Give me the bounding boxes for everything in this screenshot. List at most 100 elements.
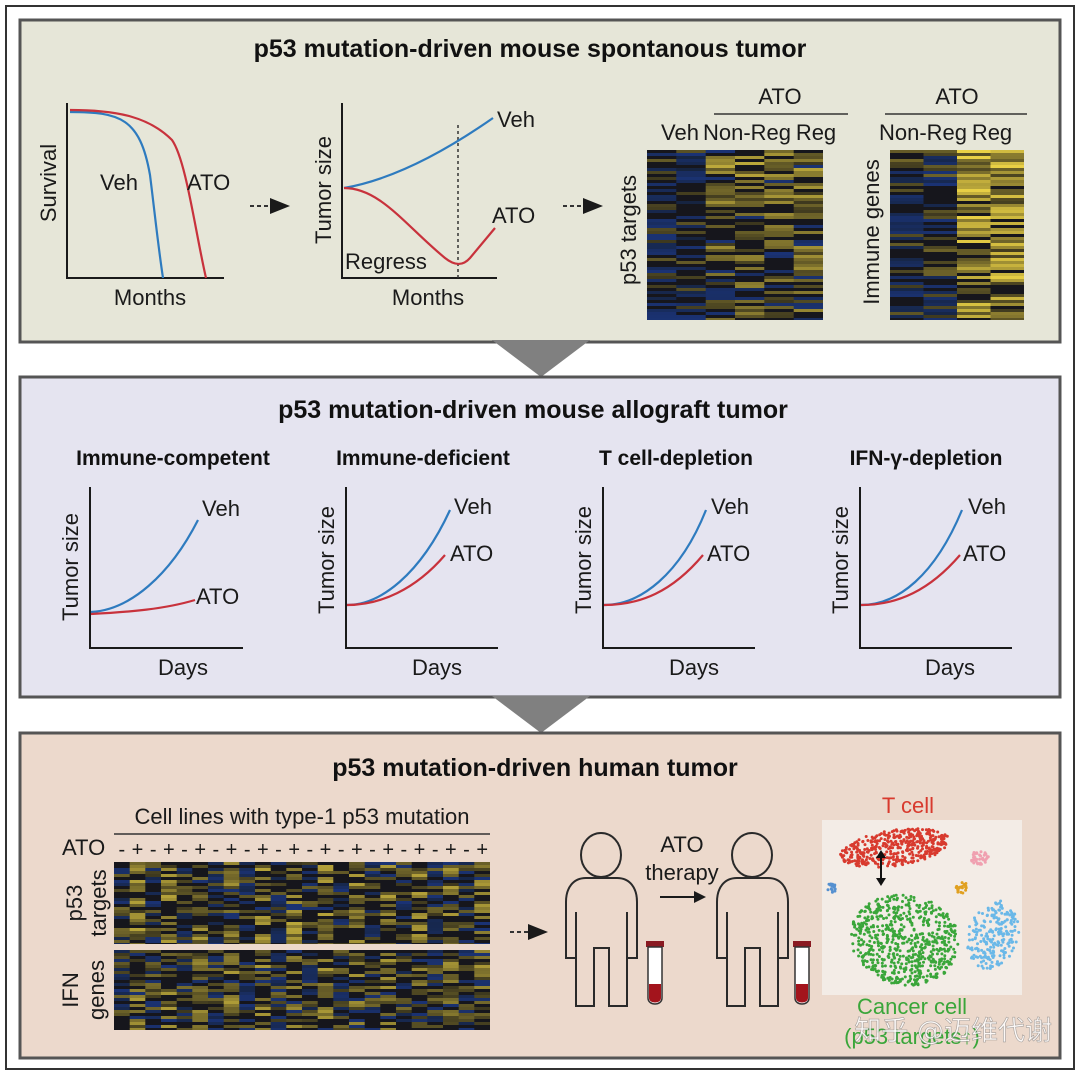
heatmap-cell bbox=[890, 183, 925, 186]
heatmap-cell bbox=[474, 1019, 490, 1022]
heatmap-cell bbox=[764, 228, 795, 231]
umap-point bbox=[984, 962, 988, 965]
heatmap-cell bbox=[474, 965, 490, 968]
heatmap-cell bbox=[735, 189, 765, 192]
heatmap-cell bbox=[990, 225, 1024, 228]
heatmap-cell bbox=[990, 312, 1024, 315]
heatmap-cell bbox=[957, 168, 992, 171]
umap-point bbox=[892, 897, 896, 901]
umap-point bbox=[1000, 932, 1003, 936]
umap-point bbox=[918, 961, 922, 965]
umap-point bbox=[856, 853, 860, 857]
heatmap-cell bbox=[317, 919, 334, 922]
umap-point bbox=[935, 932, 939, 936]
umap-point bbox=[925, 846, 929, 849]
heatmap-cell bbox=[317, 989, 334, 992]
allograft-veh-label: Veh bbox=[454, 494, 492, 519]
heatmap-cell bbox=[208, 986, 225, 989]
heatmap-cell bbox=[333, 940, 350, 943]
umap-point bbox=[982, 924, 985, 928]
umap-point bbox=[983, 851, 987, 855]
heatmap-cell bbox=[145, 907, 162, 910]
umap-point bbox=[910, 956, 913, 960]
heatmap-cell bbox=[443, 950, 460, 953]
heatmap-cell bbox=[923, 201, 958, 204]
heatmap-cell bbox=[317, 922, 334, 925]
heatmap-cell bbox=[458, 992, 475, 995]
heatmap-cell bbox=[333, 971, 350, 974]
heatmap-cell bbox=[990, 192, 1024, 195]
heatmap-cell bbox=[793, 246, 823, 249]
umap-point bbox=[911, 839, 915, 843]
heatmap-cell bbox=[270, 877, 287, 880]
umap-point bbox=[877, 928, 881, 932]
heatmap-cell bbox=[255, 956, 272, 959]
heatmap-cell bbox=[145, 871, 162, 874]
heatmap-cell bbox=[239, 986, 256, 989]
heatmap-cell bbox=[705, 225, 736, 228]
heatmap-cell bbox=[676, 165, 707, 168]
umap-point bbox=[982, 853, 986, 857]
heatmap-cell bbox=[145, 998, 162, 1001]
allograft-axes bbox=[602, 487, 755, 649]
umap-point bbox=[892, 910, 896, 914]
heatmap-cell bbox=[239, 904, 256, 907]
heatmap-cell bbox=[145, 904, 162, 907]
heatmap-cell bbox=[286, 1028, 303, 1030]
umap-point bbox=[898, 979, 902, 983]
umap-point bbox=[876, 925, 880, 929]
umap-point bbox=[868, 857, 872, 860]
umap-point bbox=[881, 950, 884, 954]
umap-point bbox=[867, 950, 871, 954]
heatmap-cell bbox=[176, 1016, 193, 1019]
umap-point bbox=[899, 830, 903, 834]
heatmap-cell bbox=[990, 315, 1024, 318]
heatmap-cell bbox=[990, 213, 1024, 216]
heatmap-cell bbox=[114, 901, 131, 904]
heatmap-cell bbox=[114, 916, 131, 919]
heatmap-cell bbox=[427, 1007, 444, 1010]
heatmap-cell bbox=[364, 922, 381, 925]
heatmap-cell bbox=[443, 1022, 460, 1025]
heatmap-cell bbox=[176, 971, 193, 974]
heatmap-cell bbox=[890, 291, 925, 294]
heatmap-cell bbox=[764, 303, 795, 306]
heatmap-cell bbox=[129, 1028, 146, 1030]
umap-point bbox=[964, 888, 968, 892]
heatmap-cell bbox=[114, 862, 131, 865]
umap-point bbox=[880, 961, 884, 965]
umap-point bbox=[874, 847, 877, 851]
umap-point bbox=[857, 838, 861, 842]
survival-ato-label: ATO bbox=[187, 170, 230, 195]
heatmap-cell bbox=[427, 880, 444, 883]
heatmap-cell bbox=[396, 928, 413, 931]
ato-sign: + bbox=[351, 839, 363, 861]
heatmap-cell bbox=[380, 907, 397, 910]
heatmap-cell bbox=[411, 977, 428, 980]
heatmap-cell bbox=[474, 1022, 490, 1025]
heatmap-cell bbox=[270, 883, 287, 886]
umap-point bbox=[891, 846, 895, 850]
heatmap-cell bbox=[764, 171, 795, 174]
heatmap-cell bbox=[458, 883, 475, 886]
umap-point bbox=[883, 964, 887, 968]
heatmap-cell bbox=[286, 904, 303, 907]
heatmap-cell bbox=[333, 1007, 350, 1010]
survival-veh-curve bbox=[69, 110, 165, 279]
heatmap-cell bbox=[270, 916, 287, 919]
heatmap-cell bbox=[990, 153, 1024, 156]
heatmap-cell bbox=[735, 315, 765, 318]
umap-point bbox=[886, 836, 890, 840]
allograft-xlabel: Days bbox=[669, 655, 719, 680]
heatmap-cell bbox=[458, 892, 475, 895]
umap-point bbox=[897, 905, 901, 909]
heatmap-cell bbox=[255, 871, 272, 874]
heatmap-cell bbox=[427, 937, 444, 940]
heatmap-cell bbox=[286, 883, 303, 886]
heatmap-cell bbox=[223, 968, 240, 971]
heatmap-cell bbox=[890, 156, 925, 159]
heatmap-cell bbox=[161, 919, 178, 922]
heatmap-cell bbox=[223, 865, 240, 868]
heatmap-cell bbox=[705, 222, 736, 225]
umap-point bbox=[1010, 911, 1014, 915]
